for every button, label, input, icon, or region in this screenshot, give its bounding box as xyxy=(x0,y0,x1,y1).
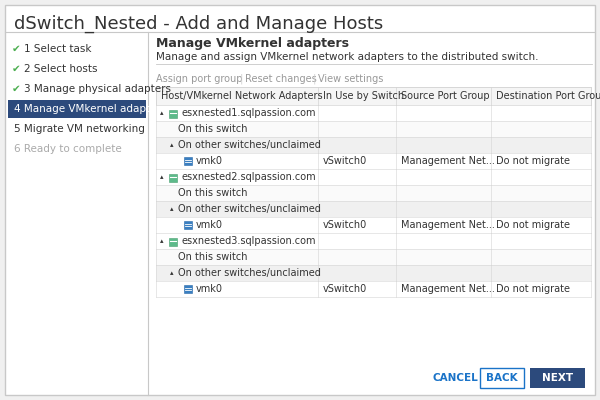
Text: vSwitch0: vSwitch0 xyxy=(323,220,367,230)
Bar xyxy=(156,87,591,105)
Text: 1 Select task: 1 Select task xyxy=(24,44,91,54)
Text: ✔: ✔ xyxy=(12,64,21,74)
Text: Reset changes: Reset changes xyxy=(245,74,317,84)
Text: NEXT: NEXT xyxy=(542,373,573,383)
Bar xyxy=(480,368,524,388)
Text: Do not migrate: Do not migrate xyxy=(496,156,570,166)
Text: On this switch: On this switch xyxy=(178,188,248,198)
Text: View settings: View settings xyxy=(318,74,383,84)
Bar xyxy=(156,105,591,121)
Text: BACK: BACK xyxy=(486,373,518,383)
Text: ✔: ✔ xyxy=(12,84,21,94)
Text: 2 Select hosts: 2 Select hosts xyxy=(24,64,97,74)
Text: esxnested2.sqlpassion.com: esxnested2.sqlpassion.com xyxy=(181,172,316,182)
Text: vmk0: vmk0 xyxy=(196,284,223,294)
Text: On this switch: On this switch xyxy=(178,124,248,134)
Text: CANCEL: CANCEL xyxy=(432,373,478,383)
Text: ▴: ▴ xyxy=(170,270,173,276)
Text: Destination Port Group: Destination Port Group xyxy=(496,91,600,101)
Bar xyxy=(184,157,192,165)
Text: |: | xyxy=(310,74,320,84)
Bar xyxy=(156,121,591,137)
Bar xyxy=(156,249,591,265)
Text: In Use by Switch: In Use by Switch xyxy=(323,91,404,101)
Text: ▴: ▴ xyxy=(160,110,163,116)
Text: On this switch: On this switch xyxy=(178,252,248,262)
Text: Assign port group: Assign port group xyxy=(156,74,242,84)
Text: vmk0: vmk0 xyxy=(196,156,223,166)
Bar xyxy=(169,110,177,118)
Text: 5 Migrate VM networking: 5 Migrate VM networking xyxy=(14,124,145,134)
Text: Source Port Group: Source Port Group xyxy=(401,91,490,101)
Text: |: | xyxy=(238,74,247,84)
Bar xyxy=(156,201,591,217)
Bar xyxy=(156,169,591,185)
Text: On other switches/unclaimed: On other switches/unclaimed xyxy=(178,268,321,278)
Bar xyxy=(184,285,192,293)
Text: ▴: ▴ xyxy=(170,206,173,212)
Text: Do not migrate: Do not migrate xyxy=(496,220,570,230)
Bar xyxy=(8,100,146,118)
Text: 6 Ready to complete: 6 Ready to complete xyxy=(14,144,122,154)
Text: ▴: ▴ xyxy=(160,174,163,180)
Text: 3 Manage physical adapters: 3 Manage physical adapters xyxy=(24,84,171,94)
Bar xyxy=(169,174,177,182)
Bar xyxy=(169,238,177,246)
Bar xyxy=(156,153,591,169)
Bar xyxy=(156,281,591,297)
Text: On other switches/unclaimed: On other switches/unclaimed xyxy=(178,140,321,150)
Text: vSwitch0: vSwitch0 xyxy=(323,284,367,294)
Text: Manage VMkernel adapters: Manage VMkernel adapters xyxy=(156,37,349,50)
Text: ▴: ▴ xyxy=(170,142,173,148)
Text: 4 Manage VMkernel adapt...: 4 Manage VMkernel adapt... xyxy=(14,104,160,114)
Bar xyxy=(530,368,585,388)
Text: Management Net...: Management Net... xyxy=(401,220,495,230)
Text: vmk0: vmk0 xyxy=(196,220,223,230)
Text: ✔: ✔ xyxy=(12,44,21,54)
Text: dSwitch_Nested - Add and Manage Hosts: dSwitch_Nested - Add and Manage Hosts xyxy=(14,15,383,33)
Bar xyxy=(156,217,591,233)
Text: Host/VMkernel Network Adapters: Host/VMkernel Network Adapters xyxy=(161,91,323,101)
Text: Do not migrate: Do not migrate xyxy=(496,284,570,294)
Bar xyxy=(156,137,591,153)
Text: Manage and assign VMkernel network adapters to the distributed switch.: Manage and assign VMkernel network adapt… xyxy=(156,52,539,62)
Bar xyxy=(156,233,591,249)
Text: esxnested3.sqlpassion.com: esxnested3.sqlpassion.com xyxy=(181,236,316,246)
Bar xyxy=(156,265,591,281)
Bar xyxy=(184,221,192,229)
Text: esxnested1.sqlpassion.com: esxnested1.sqlpassion.com xyxy=(181,108,316,118)
Text: Management Net...: Management Net... xyxy=(401,156,495,166)
Bar xyxy=(156,185,591,201)
Text: Management Net...: Management Net... xyxy=(401,284,495,294)
Text: On other switches/unclaimed: On other switches/unclaimed xyxy=(178,204,321,214)
Text: vSwitch0: vSwitch0 xyxy=(323,156,367,166)
Text: ▴: ▴ xyxy=(160,238,163,244)
